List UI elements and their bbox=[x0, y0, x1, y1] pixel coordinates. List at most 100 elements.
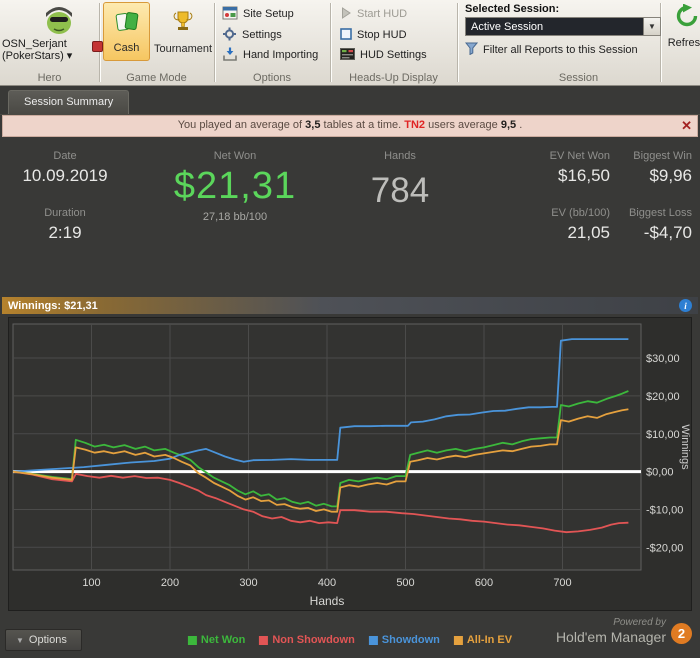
table-average-notice: You played an average of 3,5 tables at a… bbox=[2, 115, 698, 137]
hud-settings-button[interactable]: HUD Settings bbox=[340, 46, 427, 64]
site-setup-label: Site Setup bbox=[243, 8, 294, 20]
hands-label: Hands bbox=[384, 150, 416, 162]
tab-session-summary[interactable]: Session Summary bbox=[8, 90, 130, 114]
hud-settings-label: HUD Settings bbox=[360, 49, 427, 61]
cash-label: Cash bbox=[113, 42, 140, 54]
refresh-icon bbox=[675, 3, 699, 31]
group-label-game-mode: Game Mode bbox=[126, 72, 187, 84]
group-label-hero: Hero bbox=[37, 72, 62, 84]
notice-text: tables at a time. bbox=[323, 119, 402, 131]
legend-all-in-ev: All-In EV bbox=[453, 634, 512, 646]
svg-text:700: 700 bbox=[553, 577, 571, 589]
info-icon[interactable]: i bbox=[679, 299, 692, 312]
powered-by-label: Powered by bbox=[613, 617, 666, 628]
svg-text:200: 200 bbox=[161, 577, 179, 589]
filter-reports-label: Filter all Reports to this Session bbox=[483, 44, 638, 56]
biggest-loss-value: -$4,70 bbox=[643, 223, 692, 242]
hero-name-dropdown[interactable]: OSN_Serjant (PokerStars) ▾ bbox=[2, 38, 90, 62]
hud-panel-icon bbox=[340, 47, 355, 63]
powered-by-block: Powered by Hold'em Manager 2 bbox=[556, 617, 692, 645]
winnings-chart-area: 100 200 300 400 500 600 700 $30,00 $20,00 $10,00 $… bbox=[0, 314, 700, 614]
hands-value: 784 bbox=[370, 171, 430, 210]
cards-icon bbox=[114, 11, 140, 36]
group-divider bbox=[330, 3, 331, 82]
start-hud-button[interactable]: Start HUD bbox=[340, 5, 407, 23]
options-caret-icon: ▼ bbox=[16, 636, 24, 645]
filter-reports-checkbox[interactable]: Filter all Reports to this Session bbox=[464, 42, 638, 58]
group-divider bbox=[660, 3, 661, 82]
stop-hud-label: Stop HUD bbox=[357, 29, 407, 41]
duration-value: 2:19 bbox=[48, 223, 82, 242]
hero-avatar-icon[interactable] bbox=[41, 2, 77, 42]
legend-net-won: Net Won bbox=[187, 634, 245, 646]
ev-net-won-label: EV Net Won bbox=[549, 150, 610, 162]
svg-text:500: 500 bbox=[396, 577, 414, 589]
stop-hud-button[interactable]: Stop HUD bbox=[340, 26, 407, 44]
svg-text:-$10,00: -$10,00 bbox=[646, 504, 683, 516]
start-hud-label: Start HUD bbox=[357, 8, 408, 20]
tournament-label: Tournament bbox=[153, 43, 213, 55]
settings-button[interactable]: Settings bbox=[222, 26, 282, 44]
legend-showdown: Showdown bbox=[368, 634, 440, 646]
selected-session-label: Selected Session: bbox=[465, 3, 560, 15]
bb100-value: 27,18 bb/100 bbox=[202, 211, 268, 223]
notice-tables-value: 3,5 bbox=[305, 119, 321, 131]
options-button[interactable]: ▼ Options bbox=[5, 629, 82, 651]
date-label: Date bbox=[53, 150, 77, 162]
session-select[interactable]: Active Session ▼ bbox=[465, 17, 661, 36]
tournament-mode-button[interactable]: Tournament bbox=[152, 2, 214, 61]
stats-hands-column: Hands 784 bbox=[340, 137, 460, 297]
biggest-loss-label: Biggest Loss bbox=[629, 207, 692, 219]
hero-site-line2: (PokerStars) ▾ bbox=[2, 50, 73, 62]
refresh-label: Refresh bbox=[667, 37, 700, 49]
filter-funnel-icon bbox=[464, 42, 479, 58]
svg-text:$0,00: $0,00 bbox=[646, 467, 674, 479]
winnings-section-header: Winnings: $21,31 i bbox=[2, 297, 698, 314]
winnings-chart-svg: 100 200 300 400 500 600 700 $30,00 $20,00 $10,00 $… bbox=[9, 318, 691, 610]
svg-text:Winnings: Winnings bbox=[679, 424, 691, 470]
group-label-session: Session bbox=[558, 72, 599, 84]
session-select-value: Active Session bbox=[471, 20, 544, 33]
group-divider bbox=[214, 3, 215, 82]
group-divider bbox=[457, 3, 458, 82]
ev-bb100-value: 21,05 bbox=[567, 223, 610, 242]
svg-text:100: 100 bbox=[82, 577, 100, 589]
notice-average-value: 9,5 bbox=[500, 119, 517, 131]
stats-networn-column: Net Won $21,31 27,18 bb/100 bbox=[130, 137, 340, 297]
group-label-hud: Heads-Up Display bbox=[349, 72, 438, 84]
group-label-options: Options bbox=[253, 72, 291, 84]
svg-text:$10,00: $10,00 bbox=[646, 429, 680, 441]
stats-biggest-column: Biggest Win $9,96 Biggest Loss -$4,70 bbox=[610, 137, 700, 297]
ev-net-won-value: $16,50 bbox=[558, 166, 610, 185]
hero-name-line1: OSN_Serjant bbox=[2, 38, 67, 50]
stop-icon bbox=[340, 27, 352, 43]
svg-text:400: 400 bbox=[318, 577, 336, 589]
cash-mode-button[interactable]: Cash bbox=[103, 2, 150, 61]
notice-text: users average bbox=[428, 119, 498, 131]
svg-text:$30,00: $30,00 bbox=[646, 353, 680, 365]
biggest-win-label: Biggest Win bbox=[633, 150, 692, 162]
hm2-logo-icon: 2 bbox=[671, 623, 692, 644]
biggest-win-value: $9,96 bbox=[649, 166, 692, 185]
stats-ev-column: EV Net Won $16,50 EV (bb/100) 21,05 bbox=[460, 137, 610, 297]
duration-label: Duration bbox=[44, 207, 86, 219]
ribbon-toolbar: OSN_Serjant (PokerStars) ▾ Hero Cash Tou… bbox=[0, 0, 700, 86]
winnings-chart: 100 200 300 400 500 600 700 $30,00 $20,00 $10,00 $… bbox=[8, 317, 692, 611]
hand-importing-button[interactable]: Hand Importing bbox=[222, 46, 318, 64]
footer-bar: ▼ Options Net Won Non Showdown Showdown All-… bbox=[0, 614, 700, 658]
svg-text:300: 300 bbox=[239, 577, 257, 589]
winnings-header-label: Winnings: $21,31 bbox=[8, 299, 98, 312]
notice-text: . bbox=[519, 119, 523, 131]
gear-icon bbox=[222, 27, 237, 44]
svg-text:$20,00: $20,00 bbox=[646, 391, 680, 403]
site-setup-icon bbox=[222, 6, 238, 23]
chevron-down-icon[interactable]: ▼ bbox=[643, 18, 660, 35]
hand-importing-label: Hand Importing bbox=[243, 49, 319, 61]
date-value: 10.09.2019 bbox=[22, 166, 108, 185]
site-setup-button[interactable]: Site Setup bbox=[222, 5, 294, 23]
svg-text:Hands: Hands bbox=[310, 594, 345, 608]
net-won-value: $21,31 bbox=[173, 165, 297, 207]
close-icon[interactable]: ✕ bbox=[681, 118, 692, 133]
refresh-button[interactable]: Refresh bbox=[664, 3, 700, 49]
svg-text:600: 600 bbox=[475, 577, 493, 589]
